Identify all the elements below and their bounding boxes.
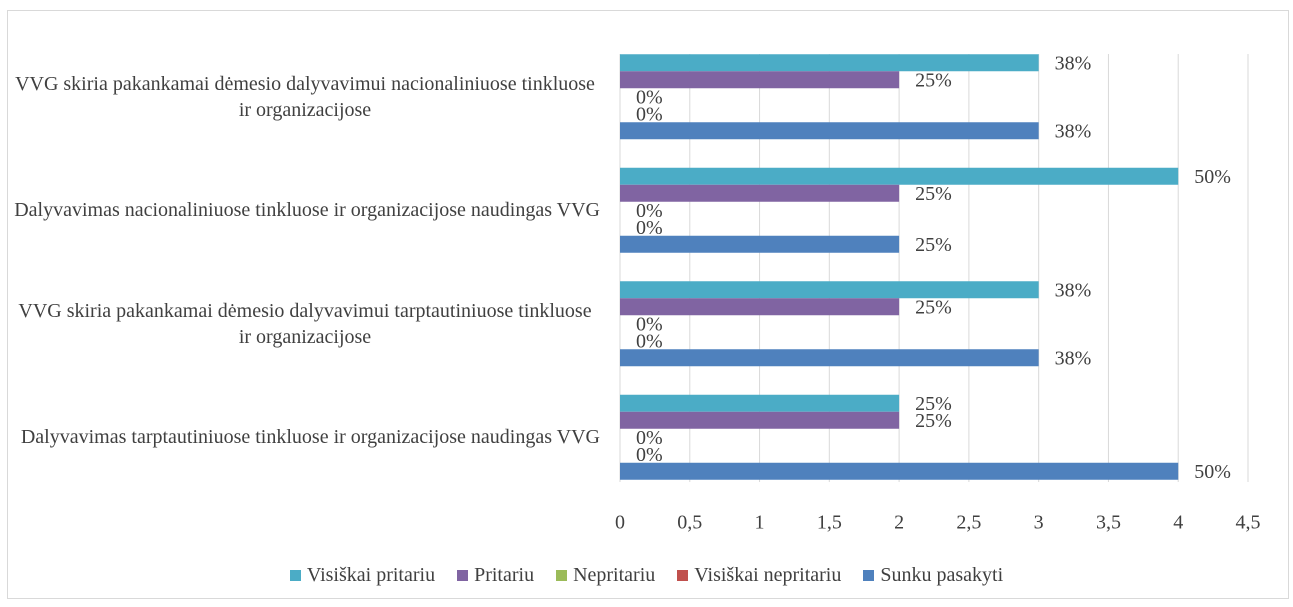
data-label: 0% <box>636 103 663 125</box>
legend-label: Visiškai nepritariu <box>694 564 842 586</box>
category-text: Dalyvavimas nacionaliniuose tinkluose ir… <box>14 199 600 222</box>
data-label: 38% <box>1055 52 1092 74</box>
bar <box>620 411 900 429</box>
x-tick-label: 1 <box>755 512 765 534</box>
bar <box>620 298 900 316</box>
legend-swatch <box>289 570 301 581</box>
x-tick-label: 4,5 <box>1236 512 1261 534</box>
bar <box>620 167 1179 185</box>
data-label: 0% <box>636 217 663 239</box>
data-label: 25% <box>915 410 952 432</box>
data-label: 0% <box>636 200 663 222</box>
legend-label: Pritariu <box>474 564 535 586</box>
legend-swatch <box>863 570 875 581</box>
bar <box>620 281 1039 299</box>
data-label: 38% <box>1055 279 1092 301</box>
category-text: Dalyvavimas tarptautiniuose tinkluose ir… <box>20 426 600 449</box>
legend: Visiškai pritariu Pritariu Nepritariu Visiš… <box>0 564 1293 587</box>
category-label: Dalyvavimas tarptautiniuose tinkluose ir… <box>0 424 600 450</box>
category-text: VVG skiria pakankamai dėmesio dalyvavimu… <box>15 72 595 121</box>
x-tick-label: 2 <box>894 512 904 534</box>
data-label: 25% <box>915 393 952 415</box>
data-label: 25% <box>915 296 952 318</box>
legend-label: Visiškai pritariu <box>306 564 436 586</box>
bar <box>620 349 1039 367</box>
data-label: 0% <box>636 427 663 449</box>
x-tick-label: 0,5 <box>677 512 702 534</box>
legend-label: Nepritariu <box>573 564 656 586</box>
legend-item: Nepritariu <box>556 564 655 587</box>
category-label: Dalyvavimas nacionaliniuose tinkluose ir… <box>0 197 600 223</box>
data-label: 25% <box>915 183 952 205</box>
legend-swatch <box>677 570 689 581</box>
category-text: VVG skiria pakankamai dėmesio dalyvavimu… <box>18 299 592 348</box>
legend-label: Sunku pasakyti <box>880 564 1004 586</box>
legend-item: Visiškai nepritariu <box>677 564 841 587</box>
x-tick-label: 2,5 <box>956 512 981 534</box>
bar <box>620 235 900 253</box>
data-label: 38% <box>1055 347 1092 369</box>
data-label: 25% <box>915 69 952 91</box>
x-tick-label: 3 <box>1034 512 1044 534</box>
bar <box>620 394 900 412</box>
category-label: VVG skiria pakankamai dėmesio dalyvavimu… <box>0 298 600 350</box>
bar <box>620 71 900 89</box>
data-label: 0% <box>636 313 663 335</box>
x-tick-label: 4 <box>1173 512 1183 534</box>
data-label: 25% <box>915 234 952 256</box>
legend-swatch <box>556 570 568 581</box>
category-label: VVG skiria pakankamai dėmesio dalyvavimu… <box>0 71 600 123</box>
bar <box>620 54 1039 72</box>
x-tick-label: 1,5 <box>817 512 842 534</box>
chart-frame <box>7 10 1289 599</box>
data-label: 38% <box>1055 120 1092 142</box>
x-tick-label: 3,5 <box>1096 512 1121 534</box>
legend-item: Visiškai pritariu <box>289 564 436 587</box>
bar <box>620 122 1039 140</box>
data-label: 0% <box>636 444 663 466</box>
bar <box>620 184 900 202</box>
data-label: 0% <box>636 330 663 352</box>
bar <box>620 462 1179 480</box>
legend-swatch <box>457 570 469 581</box>
data-label: 0% <box>636 86 663 108</box>
x-tick-label: 0 <box>615 512 625 534</box>
legend-item: Pritariu <box>457 564 534 587</box>
data-label: 50% <box>1194 461 1231 483</box>
legend-item: Sunku pasakyti <box>863 564 1003 587</box>
data-label: 50% <box>1194 166 1231 188</box>
